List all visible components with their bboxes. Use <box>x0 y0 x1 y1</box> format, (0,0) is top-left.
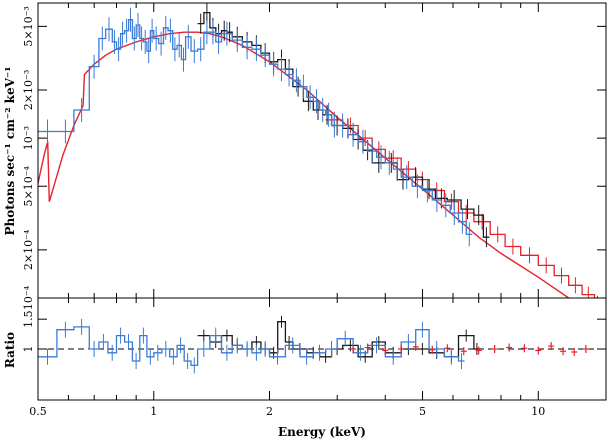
spectrum-series-3-steps <box>38 19 473 236</box>
ratio-y-tick-labels: 1.51 <box>22 310 35 352</box>
x-tick-label: 5 <box>419 405 426 418</box>
spectrum-series-0-line <box>38 31 570 298</box>
spectrum-y-tick-label: 2×10⁻³ <box>22 70 35 110</box>
spectrum-y-tick-labels: 5×10⁻³ 2×10⁻³ 10⁻³ 5×10⁻⁴ 2×10⁻⁴ 10⁻⁴ <box>22 6 35 310</box>
spectrum-panel: 5×10⁻³ 2×10⁻³ 10⁻³ 5×10⁻⁴ 2×10⁻⁴ 10⁻⁴ Photons… <box>3 2 607 310</box>
x-axis-title: Energy (keV) <box>278 425 366 439</box>
x-tick-label: 0.5 <box>29 405 47 418</box>
x-tick-label: 10 <box>531 405 545 418</box>
spectrum-y-tick-label: 10⁻³ <box>22 126 35 150</box>
spectrum-series <box>38 3 598 298</box>
ratio-y-axis-title: Ratio <box>3 332 17 368</box>
spectrum-y-tick-label: 10⁻⁴ <box>22 285 35 310</box>
spectrum-y-tick-label: 5×10⁻⁴ <box>22 165 35 206</box>
ratio-panel: 1.51 0.5 1 2 5 10 Ratio Energy (keV) <box>3 297 607 439</box>
ratio-series-1-steps <box>38 326 465 367</box>
x-tick-label: 1 <box>150 405 157 418</box>
x-tick-labels: 0.5 1 2 5 10 <box>29 405 545 418</box>
ratio-y-tick-label: 1 <box>22 346 35 353</box>
spectrum-y-tick-label: 2×10⁻⁴ <box>22 229 35 270</box>
spectrum-series-1-steps <box>325 119 596 298</box>
spectrum-y-tick-label: 5×10⁻³ <box>22 6 35 46</box>
ratio-frame <box>37 297 607 401</box>
spectrum-y-axis-title: Photons sec⁻¹ cm⁻² keV⁻¹ <box>3 66 17 235</box>
spectrum-ticks <box>37 3 606 299</box>
ratio-y-tick-label: 1.5 <box>22 310 35 328</box>
ratio-series <box>38 315 589 374</box>
x-tick-label: 2 <box>266 405 273 418</box>
